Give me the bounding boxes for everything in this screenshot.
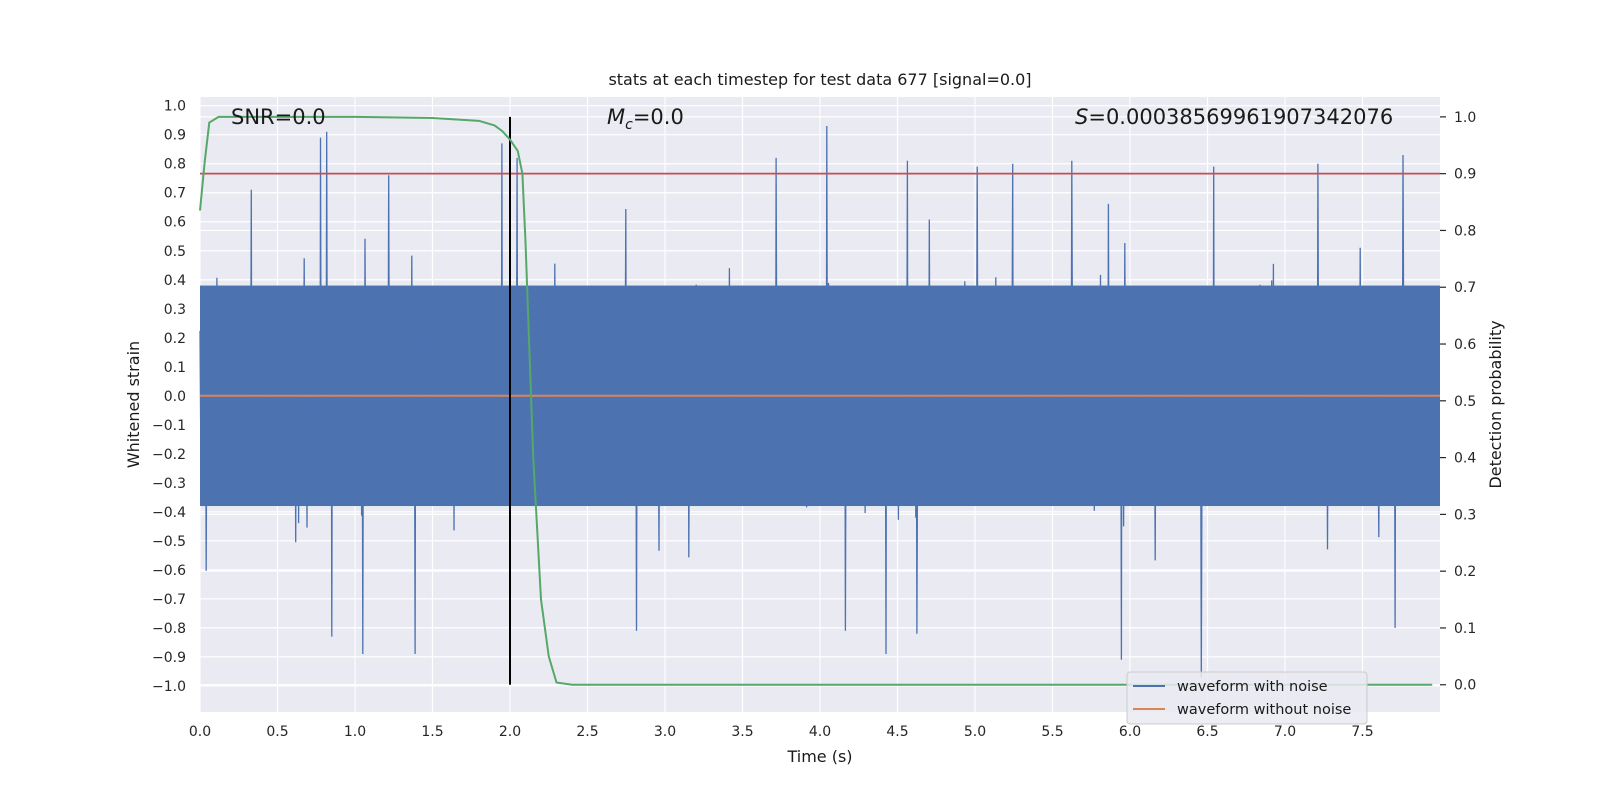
y-left-tick-label: −1.0 (152, 679, 186, 695)
x-axis-label: Time (s) (786, 747, 852, 766)
x-tick-label: 3.5 (731, 724, 753, 740)
mc-value: =0.0 (633, 105, 684, 129)
y-right-tick-label: 0.9 (1454, 167, 1476, 183)
y-right-tick-label: 1.0 (1454, 110, 1476, 126)
x-tick-label: 4.5 (886, 724, 908, 740)
series-lines (199, 115, 1440, 686)
x-tick-label: 5.5 (1041, 724, 1063, 740)
y-left-tick-label: −0.8 (152, 621, 186, 637)
s-value: =0.00038569961907342076 (1088, 105, 1393, 129)
x-tick-label: 0.0 (189, 724, 211, 740)
y-left-tick-label: −0.3 (152, 476, 186, 492)
y-left-tick-label: 0.8 (164, 157, 186, 173)
y-right-tick-label: 0.8 (1454, 223, 1476, 239)
x-tick-label: 3.0 (654, 724, 676, 740)
chart-title: stats at each timestep for test data 677… (608, 70, 1031, 89)
y-left-tick-label: 0.5 (164, 244, 186, 260)
y-left-tick-label: −0.6 (152, 563, 186, 579)
y-left-tick-label: −0.5 (152, 534, 186, 550)
legend: waveform with noise waveform without noi… (1126, 671, 1368, 725)
y-right-tick-label: 0.6 (1454, 337, 1476, 353)
y-left-tick-label: 0.4 (164, 273, 186, 289)
x-tick-label: 6.5 (1196, 724, 1218, 740)
mc-subscript: c (625, 117, 633, 133)
y-right-tick-label: 0.3 (1454, 507, 1476, 523)
y-axis-label-right: Detection probability (1486, 320, 1505, 488)
y-right-tick-label: 0.7 (1454, 280, 1476, 296)
y-right-tick-label: 0.1 (1454, 621, 1476, 637)
detection-probability-line (199, 115, 1433, 686)
y-left-tick-label: 0.6 (164, 215, 186, 231)
y-left-tick-label: 1.0 (164, 99, 186, 115)
y-left-tick-label: 0.7 (164, 186, 186, 202)
y-right-tick-label: 0.2 (1454, 564, 1476, 580)
y-left-tick-label: 0.1 (164, 360, 186, 376)
x-tick-label: 1.5 (421, 724, 443, 740)
x-tick-label: 0.5 (266, 724, 288, 740)
x-tick-label: 6.0 (1119, 724, 1141, 740)
legend-box (1126, 671, 1368, 725)
y-left-tick-label: 0.2 (164, 331, 186, 347)
y-left-tick-label: 0.3 (164, 302, 186, 318)
y-left-tick-label: −0.7 (152, 592, 186, 608)
y-right-tick-label: 0.5 (1454, 394, 1476, 410)
axis-ticks: 0.0 0.5 1.0 1.5 2.0 2.5 3.0 3.5 4.0 4.5 5.0 5.5 6.0 6… (152, 99, 1476, 740)
y-right-tick-label: 0.0 (1454, 678, 1476, 694)
mc-annotation: Mc=0.0 (607, 105, 684, 133)
y-left-tick-label: −0.9 (152, 650, 186, 666)
legend-label-noise: waveform with noise (1177, 679, 1328, 695)
y-axis-label-left: Whitened strain (124, 341, 143, 468)
y-left-tick-label: −0.2 (152, 447, 186, 463)
legend-label-clean: waveform without noise (1177, 702, 1351, 718)
y-right-tick-label: 0.4 (1454, 451, 1476, 467)
y-left-tick-label: −0.1 (152, 418, 186, 434)
y-left-tick-label: 0.9 (164, 128, 186, 144)
s-annotation: S=0.00038569961907342076 (1075, 105, 1393, 129)
x-tick-label: 2.0 (499, 724, 521, 740)
y-left-tick-label: 0.0 (164, 389, 186, 405)
x-tick-label: 7.5 (1351, 724, 1373, 740)
x-tick-label: 5.0 (964, 724, 986, 740)
x-tick-label: 1.0 (344, 724, 366, 740)
x-tick-label: 7.0 (1274, 724, 1296, 740)
s-symbol: S (1075, 105, 1088, 129)
x-tick-label: 2.5 (576, 724, 598, 740)
snr-annotation: SNR=0.0 (231, 105, 326, 129)
y-left-tick-label: −0.4 (152, 505, 186, 521)
x-tick-label: 4.0 (809, 724, 831, 740)
mc-symbol: M (607, 105, 625, 129)
